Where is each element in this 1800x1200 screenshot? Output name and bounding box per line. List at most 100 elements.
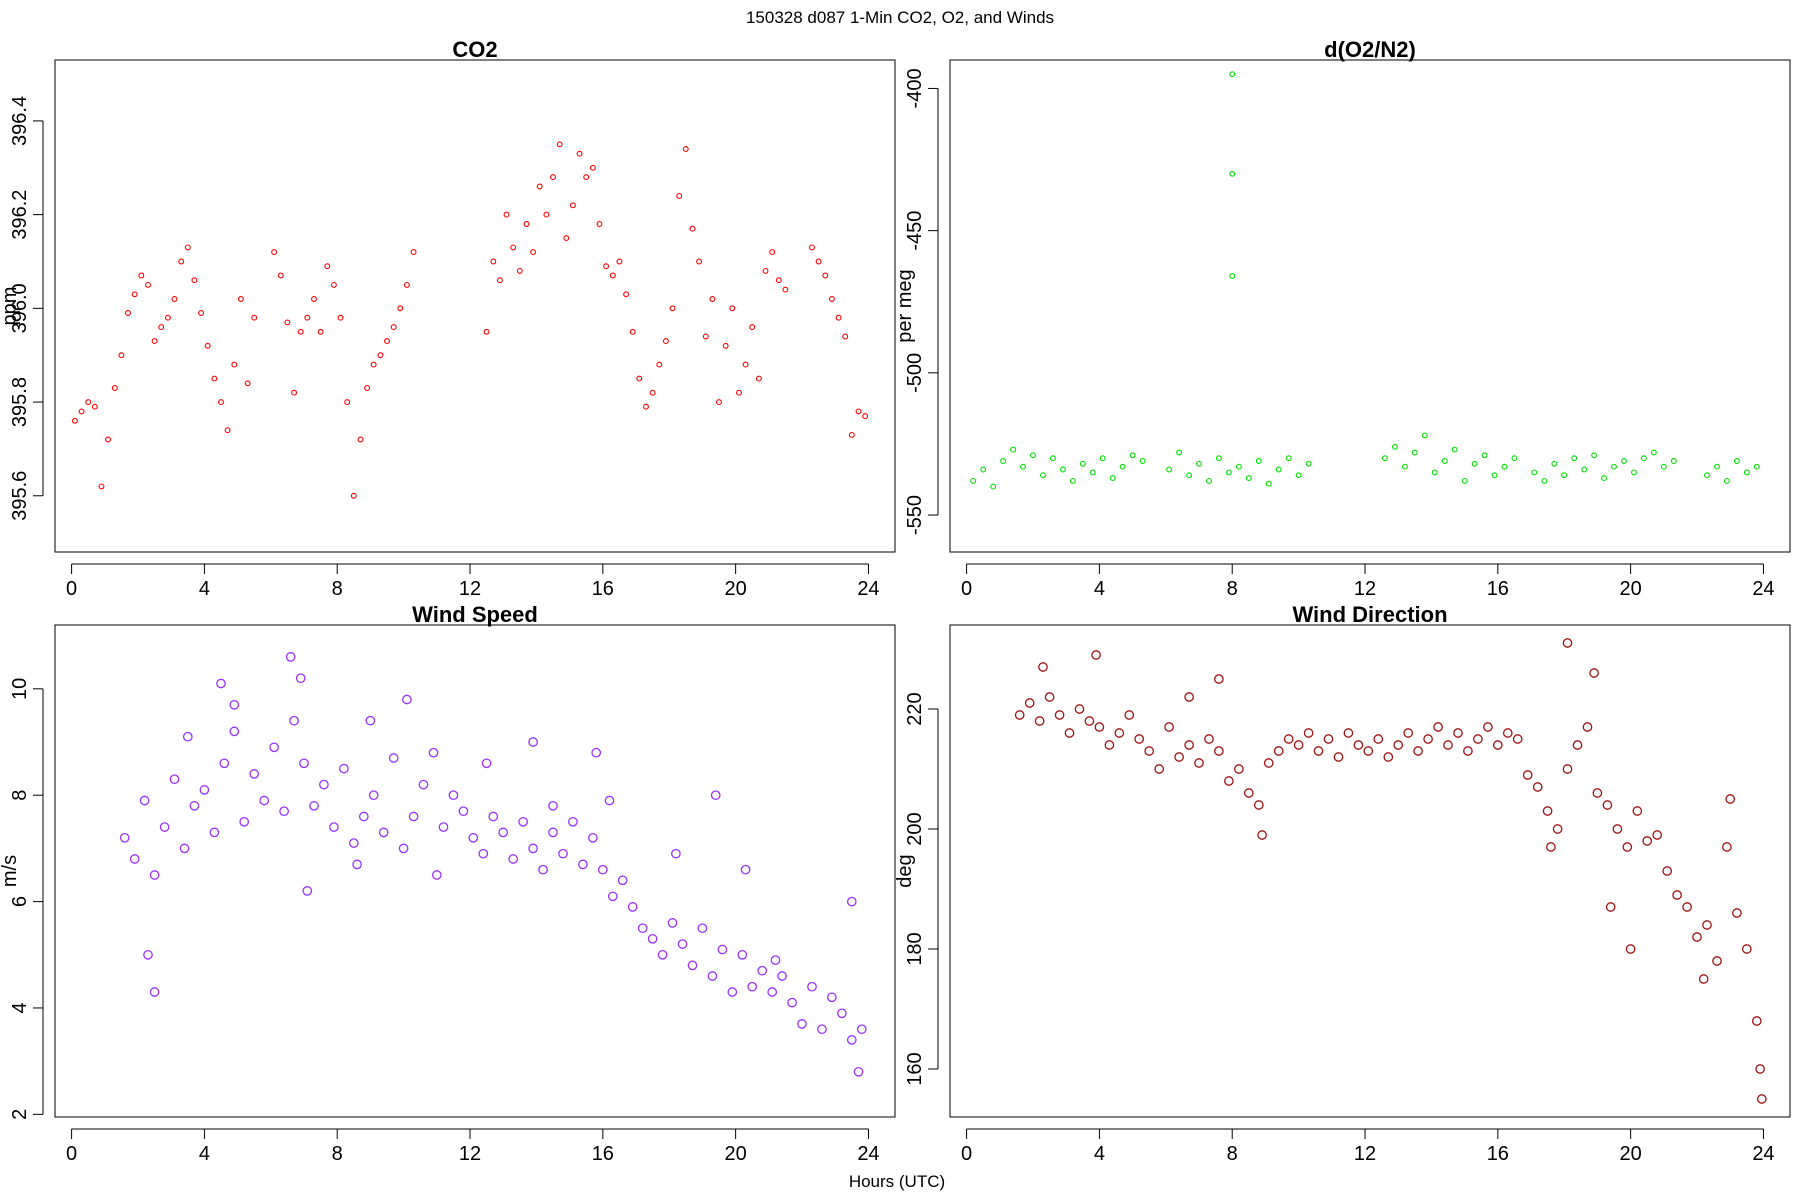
wind-speed-data-point <box>627 902 638 912</box>
o2-n2-data-point <box>1089 469 1096 476</box>
wind-direction-x-tick-label: 24 <box>1752 1143 1774 1165</box>
wind-speed-data-point <box>378 827 389 838</box>
wind-direction-data-point <box>1234 764 1244 774</box>
wind-speed-data-point <box>697 923 708 934</box>
wind-speed-data-point <box>853 1066 864 1077</box>
co2-data-point <box>775 277 782 284</box>
wind-speed-data-point <box>687 960 698 971</box>
wind-direction-data-point <box>1672 890 1682 900</box>
wind-speed-data-point <box>295 673 306 684</box>
wind-direction-data-point <box>1532 782 1543 792</box>
wind-direction-data-point <box>1702 920 1712 930</box>
o2-n2-data-point <box>1255 458 1262 464</box>
o2-n2-data-point <box>1235 463 1242 470</box>
co2-data-point <box>516 267 523 274</box>
o2-n2-data-point <box>1411 449 1418 456</box>
co2-data-point <box>237 296 244 302</box>
o2-n2-data-point <box>990 483 997 490</box>
o2-n2-data-point <box>1059 466 1066 473</box>
o2-n2-data-point <box>1481 452 1488 459</box>
co2-data-point <box>669 305 676 312</box>
o2-n2-data-point <box>1531 469 1538 476</box>
co2-data-point <box>623 291 630 298</box>
wind-direction-data-point <box>1204 734 1214 744</box>
wind-speed-data-point <box>617 875 628 886</box>
o2-n2-data-point <box>1285 455 1292 462</box>
wind-direction-data-point <box>1091 650 1101 660</box>
co2-x-tick-label: 16 <box>592 578 614 600</box>
o2-n2-data-point <box>1441 458 1448 464</box>
wind-speed-data-point <box>588 832 598 843</box>
o2-n2-data-point <box>1119 463 1126 470</box>
co2-data-point <box>490 258 497 265</box>
wind-direction-data-point <box>1243 788 1254 798</box>
o2-n2-y-tick-label: -550 <box>904 495 926 535</box>
o2-n2-x-tick-label: 12 <box>1354 578 1376 600</box>
co2-data-point <box>762 267 769 274</box>
wind-speed-data-point <box>229 726 240 737</box>
co2-data-point <box>822 272 829 279</box>
wind-speed-plot-frame <box>54 624 896 1118</box>
co2-data-point <box>191 277 198 284</box>
o2-n2-y-tick-label: -450 <box>904 211 926 251</box>
o2-n2-data-point <box>1621 458 1627 464</box>
wind-direction-data-point <box>1084 716 1095 726</box>
wind-direction-data-point <box>1343 728 1354 738</box>
co2-data-point <box>138 272 145 279</box>
wind-direction-data-point <box>1014 710 1025 720</box>
wind-direction-data-point <box>1214 746 1224 756</box>
o2-n2-data-point <box>1511 455 1518 462</box>
wind-direction-y-tick-label: 220 <box>904 692 926 725</box>
wind-speed-data-point <box>548 827 558 838</box>
co2-y-tick-label: 396.0 <box>9 283 31 333</box>
wind-direction-data-point <box>1463 746 1473 756</box>
o2-n2-data-point <box>1020 463 1026 470</box>
co2-data-point <box>184 244 191 251</box>
wind-direction-x-tick-label: 0 <box>961 1143 972 1165</box>
co2-data-point <box>503 211 510 218</box>
o2-n2-x-tick-label: 24 <box>1752 578 1774 600</box>
co2-data-point <box>550 174 556 181</box>
co2-data-point <box>291 389 298 396</box>
o2-n2-data-point <box>1305 460 1312 467</box>
co2-title: CO2 <box>452 37 497 62</box>
wind-speed-data-point <box>279 806 289 817</box>
wind-direction-data-point <box>1546 842 1556 852</box>
o2-n2-data-point <box>1753 463 1760 470</box>
wind-direction-data-point <box>1034 716 1045 726</box>
wind-speed-data-point <box>438 822 449 832</box>
co2-data-point <box>530 249 537 256</box>
wind-speed-data-point <box>269 742 279 753</box>
wind-direction-data-point <box>1605 902 1616 912</box>
figure-title: 150328 d087 1-Min CO2, O2, and Winds <box>746 8 1054 27</box>
co2-data-point <box>337 314 344 321</box>
wind-speed-data-point <box>737 949 748 960</box>
o2-n2-data-point <box>1660 463 1667 470</box>
wind-direction-y-axis-label: deg <box>894 854 916 887</box>
wind-speed-data-point <box>797 1019 807 1029</box>
wind-direction-data-point <box>1562 638 1573 648</box>
wind-speed-data-point <box>770 955 781 965</box>
co2-x-tick-label: 24 <box>857 578 879 600</box>
wind-direction-y-tick-label: 160 <box>904 1052 926 1085</box>
o2-n2-data-point <box>1225 469 1232 476</box>
wind-direction-data-point <box>1353 740 1364 750</box>
wind-speed-data-point <box>710 790 721 801</box>
wind-speed-data-point <box>508 854 519 864</box>
o2-n2-y-tick-label: -500 <box>904 353 926 393</box>
o2-n2-data-point <box>1581 466 1588 473</box>
co2-data-point <box>682 146 689 152</box>
o2-n2-data-point <box>1229 273 1236 280</box>
wind-direction-title: Wind Direction <box>1292 602 1447 627</box>
wind-speed-data-point <box>408 811 419 822</box>
o2-n2-data-point <box>1245 475 1252 482</box>
wind-speed-data-point <box>498 827 509 838</box>
o2-n2-data-point <box>1275 466 1282 473</box>
o2-n2-data-point <box>1631 469 1637 476</box>
o2-n2-data-point <box>1391 443 1398 450</box>
co2-data-point <box>330 281 337 288</box>
wind-direction-data-point <box>1483 722 1493 732</box>
wind-speed-data-point <box>368 790 379 801</box>
o2-n2-data-point <box>1030 452 1036 459</box>
